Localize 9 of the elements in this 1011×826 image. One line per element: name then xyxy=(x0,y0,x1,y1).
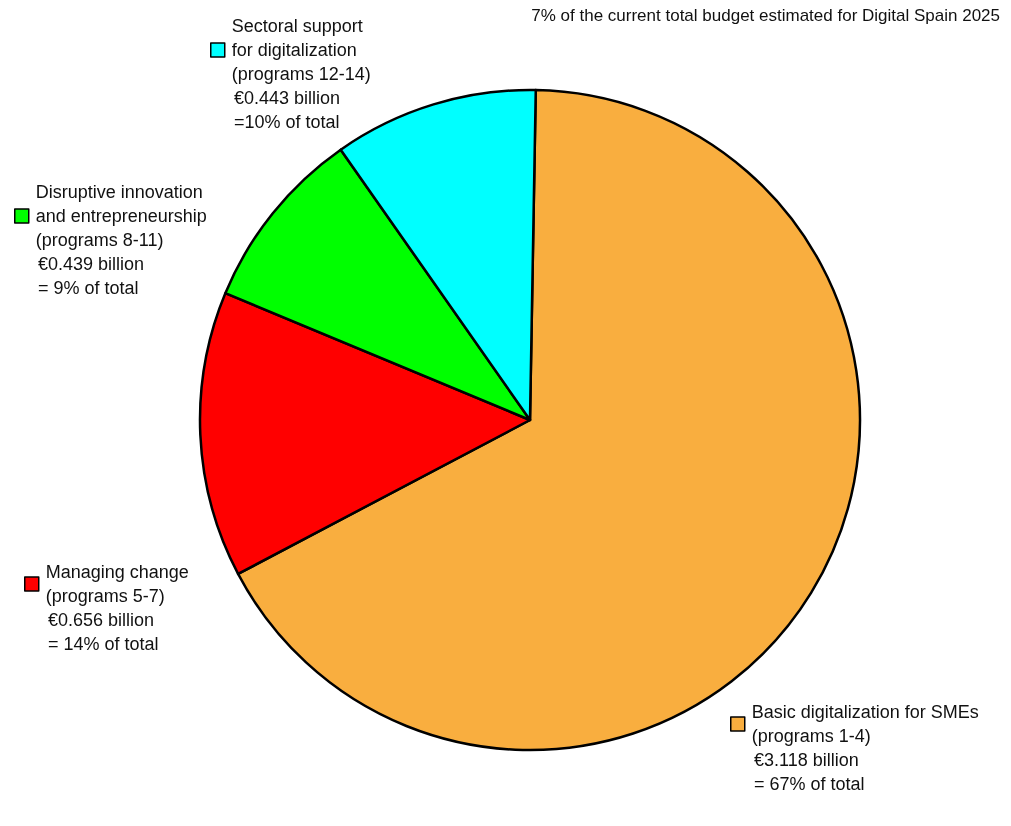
legend-label: Basic digitalization for SMEs (programs 1-4) xyxy=(751,702,979,746)
data-label: €0.439 billion = 9% of total xyxy=(38,254,145,298)
text: 7% of the current total budget estimated for Digital Spain 2025 xyxy=(531,6,1001,25)
legend-label: Disruptive innovation and entrepreneurship (programs 8-11) xyxy=(35,182,207,250)
data-label: €0.656 billion = 14% of total xyxy=(48,610,159,654)
data-label: €0.443 billion =10% of total xyxy=(234,88,341,132)
legend-label: Sectoral support for digitalization (programs 12-14) xyxy=(231,16,371,84)
legend-label: Managing change (programs 5-7) xyxy=(45,562,189,606)
data-label: €3.118 billion = 67% of total xyxy=(754,750,865,794)
